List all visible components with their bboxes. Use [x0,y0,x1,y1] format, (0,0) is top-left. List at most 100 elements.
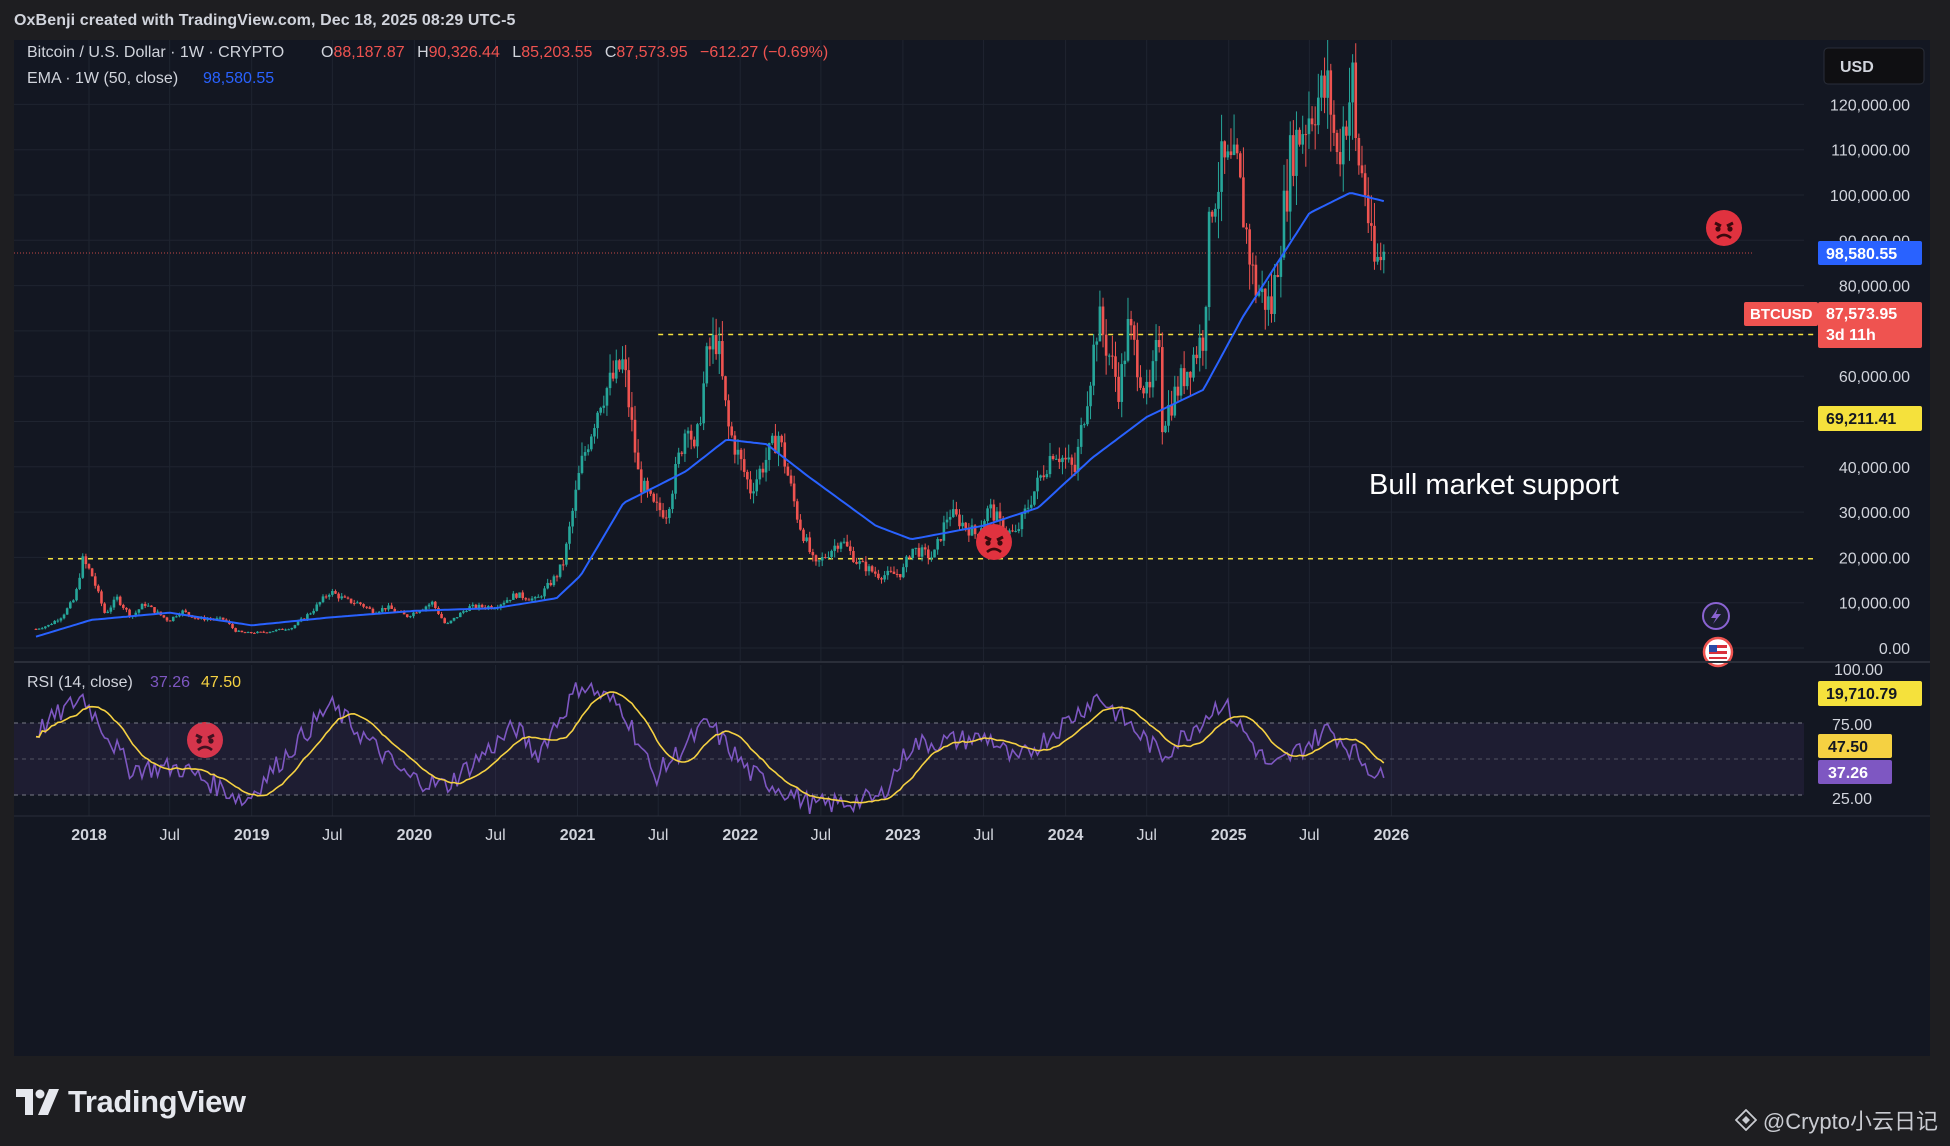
candle-body [118,596,122,605]
lightning-event-icon[interactable] [1702,602,1730,630]
candle-body [590,436,593,450]
candle-body [193,617,197,619]
rsi-ma-line [35,691,1385,804]
us-flag-event-icon[interactable] [1702,636,1734,668]
candle-body [206,618,209,621]
candle-body [736,449,740,455]
candle-body [1192,354,1195,378]
candle-body [549,582,553,586]
candle-body [655,501,659,503]
candle-body [973,525,977,535]
candle-body [75,589,78,601]
candle-body [599,407,602,413]
candle-body [593,428,596,437]
candle-body [792,483,796,502]
candle-body [911,548,914,558]
candle-body [761,468,765,473]
time-axis-tick: 2018 [71,827,107,844]
candle-body [387,605,390,610]
rsi-axis[interactable]: 100.00 75.00 25.00 [1832,662,1883,808]
price-axis-tick: 120,000.00 [1830,97,1910,114]
candle-body [1285,190,1289,212]
candle-body [889,570,893,572]
candle-body [683,433,687,454]
rsi-legend-value: 37.26 [150,674,190,691]
candle-body [346,597,350,599]
candle-body [536,596,540,598]
candle-body [150,605,153,608]
candle-body [309,613,312,615]
candle-body [1160,347,1164,433]
candle-body [1257,292,1261,296]
candle-body [274,629,278,632]
candle-body [1095,341,1099,345]
candle-body [1373,225,1376,262]
candle-body [87,564,91,569]
candle-body [627,370,631,408]
candle-body [1282,190,1286,258]
candle-body [1198,337,1202,359]
candle-body [1126,318,1130,361]
candle-body [646,480,649,491]
candle-body [424,606,428,610]
candle-body [1307,118,1311,135]
candle-body [708,346,712,350]
candle-body [830,550,833,557]
candle-body [580,455,584,473]
candle-body [465,610,468,612]
candle-body [50,624,53,626]
candle-body [505,600,509,603]
candle-body [933,549,936,558]
candle-body [165,617,169,621]
candle-body [961,522,964,527]
candle-body [1139,377,1142,388]
price-axis-tick: 40,000.00 [1839,460,1910,477]
candle-body [281,628,284,630]
rsi-legend: RSI (14, close) 37.26 47.50 [27,674,241,691]
candle-body [839,542,843,549]
candle-body [1370,223,1373,226]
candle-body [1045,474,1049,478]
time-axis[interactable]: 2018 Jul 2019 Jul 2020 Jul 2021 Jul 2022 Jul 2023 J… [14,815,1930,844]
rsi-legend-label: RSI (14, close) [27,674,133,691]
tradingview-logo[interactable]: TradingView [16,1084,246,1120]
candle-body [583,452,587,456]
candle-body [502,602,506,605]
candle-body [917,547,921,557]
candle-body [56,620,60,622]
candle-body [171,616,175,621]
candle-body [1341,126,1345,165]
candle-body [1260,288,1264,293]
candle-body [1288,135,1292,212]
candle-body [811,552,815,556]
candle-body [518,592,521,598]
candle-body [689,430,693,440]
angry-emoji-icon-2025 [1706,210,1742,246]
chart-frame[interactable]: Bitcoin / U.S. Dollar · 1W · CRYPTO O88,… [14,40,1930,1056]
candle-body [618,360,621,370]
candle-body [789,475,793,484]
candle-body [1242,177,1245,228]
candle-body [249,632,253,634]
candle-body [508,599,512,601]
candle-body [455,617,459,619]
candle-body [1348,102,1351,136]
candle-body [1276,275,1280,277]
credit-bar: OxBenji created with TradingView.com, De… [0,0,1950,40]
candle-body [340,596,344,599]
candle-body [97,585,100,592]
candle-body [1020,513,1024,530]
candle-body [923,547,927,550]
candle-body [864,561,868,572]
candle-body [699,423,702,425]
candle-body [256,631,259,634]
candle-body [1251,264,1255,266]
currency-button[interactable]: USD [1823,47,1925,85]
candle-body [434,601,437,608]
candle-body [1067,457,1070,460]
candle-body [777,435,780,454]
candle-body [40,628,44,630]
candle-body [1008,530,1011,535]
candle-body [359,602,362,605]
candle-body [995,511,999,521]
